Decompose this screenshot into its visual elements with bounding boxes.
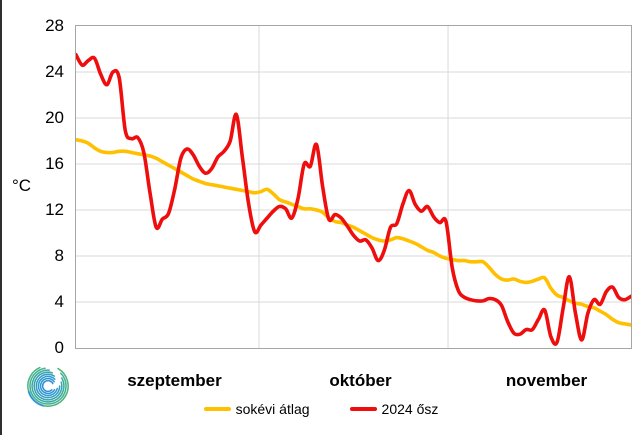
legend-label: sokévi átlag (235, 401, 310, 417)
y-axis-unit-label: °C (12, 176, 32, 195)
legend-item-sokevi-atlag: sokévi átlag (203, 401, 310, 417)
y-tick-label: 8 (54, 245, 64, 265)
legend-line-swatch-yellow (203, 407, 231, 411)
plot-area (75, 25, 632, 349)
x-month-label: szeptember (127, 371, 222, 390)
y-tick-label: 24 (45, 61, 64, 81)
x-month-label: november (505, 371, 588, 390)
legend-label: 2024 ősz (381, 401, 439, 417)
series-line-2024-ősz (76, 53, 631, 346)
legend-line-swatch-red (349, 407, 377, 411)
legend: sokévi átlag 2024 ősz (2, 401, 640, 417)
series-line-sokévi-átlag (76, 138, 631, 327)
y-tick-label: 4 (54, 291, 64, 311)
y-tick-label: 12 (45, 199, 64, 219)
y-tick-label: 0 (54, 337, 64, 357)
y-tick-label: 16 (45, 153, 64, 173)
y-tick-label: 28 (45, 15, 64, 35)
y-tick-label: 20 (45, 107, 64, 127)
x-month-label: október (329, 371, 392, 390)
legend-item-2024-osz: 2024 ősz (349, 401, 439, 417)
plot-svg (76, 26, 631, 348)
hungaromet-spiral-logo (27, 365, 69, 407)
